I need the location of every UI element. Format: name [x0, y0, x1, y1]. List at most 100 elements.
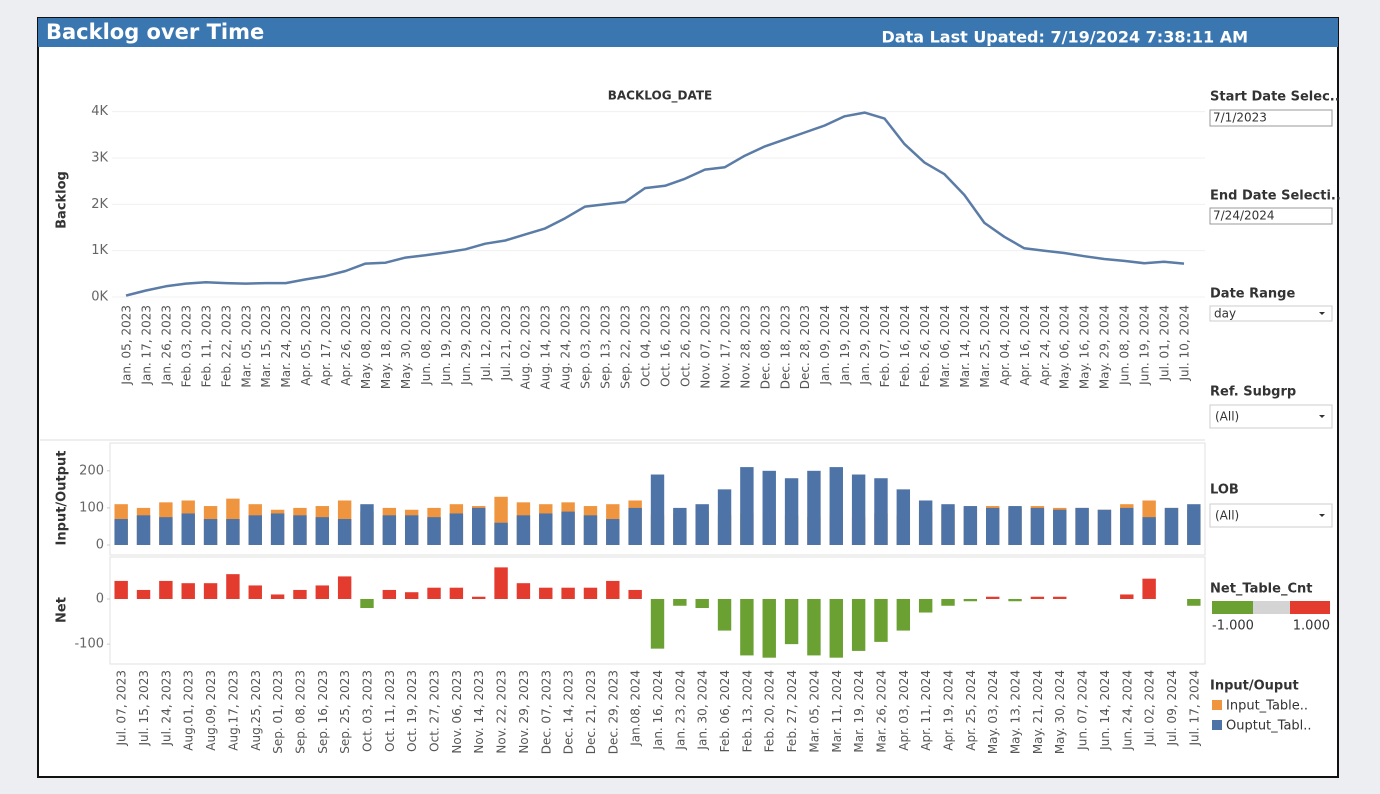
y-tick-label: 1K: [91, 243, 108, 258]
filter-label: Ref. Subgrp: [1210, 385, 1296, 400]
bar: [807, 598, 821, 656]
filter-value[interactable]: (All): [1215, 509, 1239, 523]
dropdown[interactable]: [1209, 503, 1333, 528]
x-tick-label: Jan. 29, 2024: [858, 305, 872, 386]
bar: [874, 598, 888, 642]
bar: [449, 513, 464, 545]
panel: [109, 442, 1206, 556]
filter-value[interactable]: (All): [1215, 410, 1239, 424]
bar: [516, 515, 531, 545]
bar: [270, 594, 285, 599]
bar: [695, 504, 709, 545]
dropdown-arrow: [1319, 514, 1325, 517]
x-tick-label: Oct. 19, 2023: [405, 670, 419, 752]
x-tick-label: Feb. 13, 2024: [740, 670, 754, 752]
x-tick-label: Nov. 14, 2023: [472, 670, 486, 754]
x-tick-label: Apr. 03, 2024: [897, 670, 911, 751]
bar: [740, 598, 754, 656]
filter-value[interactable]: 7/24/2024: [1213, 209, 1275, 223]
bar: [248, 515, 262, 545]
x-tick-label: Feb. 07, 2024: [878, 305, 892, 387]
date-input[interactable]: [1209, 109, 1333, 127]
bar: [561, 511, 575, 545]
x-tick-label: Jan. 23, 2024: [673, 670, 687, 751]
bar: [1142, 578, 1156, 599]
x-tick-label: Sep. 25, 2023: [338, 670, 352, 754]
x-tick-label: Jun. 08, 2023: [419, 305, 433, 386]
x-tick-label: Feb. 20, 2024: [763, 670, 777, 752]
bar: [203, 519, 218, 545]
bar: [1187, 598, 1201, 606]
x-tick-label: Dec. 14, 2023: [562, 670, 576, 754]
x-tick-label: Oct. 16, 2023: [658, 305, 672, 387]
bar: [203, 583, 218, 599]
bar: [740, 467, 754, 545]
bar: [1053, 509, 1067, 545]
bar: [1164, 507, 1179, 545]
x-tick-label: Feb. 27, 2024: [785, 670, 799, 752]
bar: [181, 513, 195, 545]
x-tick-label: Sep. 22, 2023: [619, 305, 633, 389]
filter-label: End Date Selecti..: [1210, 189, 1341, 204]
dropdown[interactable]: [1209, 305, 1333, 322]
bar: [874, 478, 888, 545]
x-tick-label: Oct. 26, 2023: [678, 305, 692, 387]
x-tick-label: May. 13, 2024: [1009, 670, 1023, 754]
x-tick-label: May. 06, 2024: [1058, 305, 1072, 389]
y-tick-label: 200: [79, 463, 104, 478]
color-ramp: [1212, 601, 1253, 614]
x-tick-label: Jan. 30, 2024: [696, 670, 710, 751]
y-axis-title: Backlog: [55, 171, 70, 229]
bar: [159, 580, 173, 599]
x-tick-label: Apr. 17, 2023: [319, 305, 333, 386]
bar: [695, 598, 709, 609]
x-tick-label: Mar. 05, 2024: [807, 670, 821, 753]
bar: [516, 583, 531, 599]
date-input[interactable]: [1209, 207, 1333, 225]
bar: [896, 598, 911, 631]
bar: [1008, 506, 1022, 545]
x-tick-label: May. 30, 2024: [1053, 670, 1067, 754]
bar: [181, 583, 195, 599]
bar: [963, 598, 978, 602]
bar: [807, 470, 821, 545]
x-tick-label: Jun. 07, 2024: [1076, 670, 1090, 751]
bar: [851, 474, 866, 545]
filter-value[interactable]: 7/1/2023: [1213, 111, 1267, 125]
bar: [986, 507, 1000, 545]
x-tick-label: Mar. 14, 2024: [958, 305, 972, 388]
bar: [1053, 596, 1067, 599]
x-tick-label: Jul. 07, 2023: [115, 670, 129, 747]
y-axis-title: Input/Output: [55, 451, 70, 546]
x-tick-label: Nov. 22, 2023: [495, 670, 509, 754]
x-tick-label: Dec. 21, 2023: [584, 670, 598, 754]
x-tick-label: Aug.09, 2023: [204, 670, 218, 751]
legend-swatch: [1212, 720, 1222, 730]
bar: [1030, 596, 1045, 599]
bar: [337, 519, 352, 545]
header-bar: [38, 18, 1338, 47]
y-tick-label: 2K: [91, 197, 108, 212]
bar: [494, 522, 508, 545]
x-tick-label: Jun. 24, 2024: [1120, 670, 1134, 751]
x-tick-label: Mar. 19, 2024: [852, 670, 866, 753]
bar: [427, 587, 441, 599]
bar: [315, 517, 329, 545]
dropdown-arrow: [1319, 415, 1325, 418]
bar: [494, 567, 508, 599]
y-tick-label: 0: [96, 591, 104, 606]
bar: [1187, 504, 1201, 545]
bar: [293, 589, 307, 599]
bar: [762, 598, 776, 658]
bar: [114, 580, 128, 599]
x-tick-label: May. 16, 2024: [1078, 305, 1092, 389]
bar: [1120, 594, 1134, 599]
filter-value[interactable]: day: [1214, 307, 1236, 321]
x-tick-label: Feb. 22, 2023: [219, 305, 233, 387]
updated-time: Data Last Upated: 7/19/2024 7:38:11 AM: [881, 28, 1248, 47]
y-tick-label: 4K: [91, 104, 108, 119]
dropdown[interactable]: [1209, 404, 1333, 429]
bar: [293, 515, 307, 545]
